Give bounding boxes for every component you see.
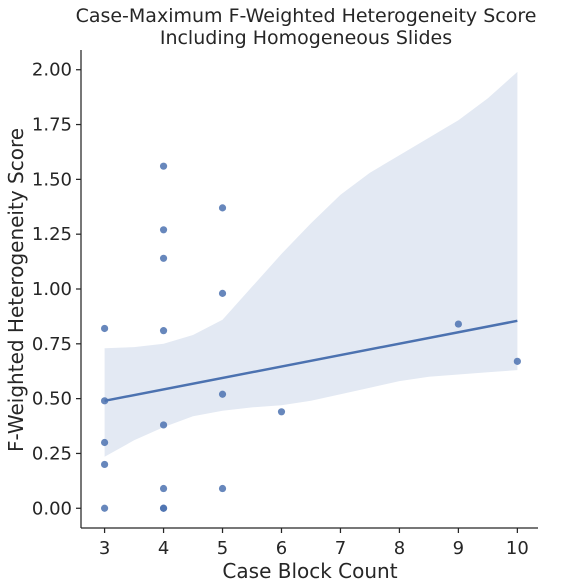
regression-line [104,319,518,403]
data-points [100,162,521,512]
data-point [159,226,168,234]
y-tick-label: 2.00 [32,60,72,81]
data-point [218,204,227,212]
data-point [513,357,521,365]
data-point [159,162,168,170]
data-point [218,484,227,493]
chart-title-line-2: Including Homogeneous Slides [160,27,452,49]
x-axis-label: Case Block Count [222,559,397,583]
data-point [100,397,109,405]
y-axis-label: F-Weighted Heterogeneity Score [4,128,28,452]
y-tick-label: 0.25 [32,443,72,464]
x-tick-label: 8 [394,538,405,559]
x-tick-label: 5 [217,538,228,559]
data-point [100,324,109,333]
data-point [159,484,168,493]
y-tick-label: 1.25 [32,224,72,245]
x-axis-ticks: 3 4 5 6 7 8 9 10 [99,528,529,559]
data-point [277,408,286,416]
data-point [100,460,109,469]
data-point [454,320,462,328]
x-tick-label: 3 [99,538,110,559]
data-point [159,504,168,512]
y-tick-label: 1.50 [32,169,72,190]
y-axis-ticks: 0.00 0.25 0.50 0.75 1.00 1.25 1.50 1.75 2.00 [32,60,81,519]
y-tick-label: 1.75 [32,115,72,136]
y-tick-label: 0.50 [32,389,72,410]
y-tick-label: 0.75 [32,334,72,355]
data-point [159,254,168,262]
y-tick-label: 1.00 [32,279,72,300]
plot-area [100,71,521,512]
data-point [159,327,168,335]
x-tick-label: 10 [506,538,529,559]
data-point [159,421,168,429]
confidence-band [104,71,518,457]
chart-title-line-1: Case-Maximum F-Weighted Heterogeneity Sc… [76,5,537,27]
data-point [100,438,109,447]
x-tick-label: 6 [276,538,287,559]
data-point [218,289,227,297]
x-tick-label: 4 [158,538,169,559]
data-point [100,504,109,512]
x-tick-label: 9 [453,538,464,559]
x-tick-label: 7 [335,538,346,559]
data-point [218,390,227,398]
y-tick-label: 0.00 [32,498,72,519]
